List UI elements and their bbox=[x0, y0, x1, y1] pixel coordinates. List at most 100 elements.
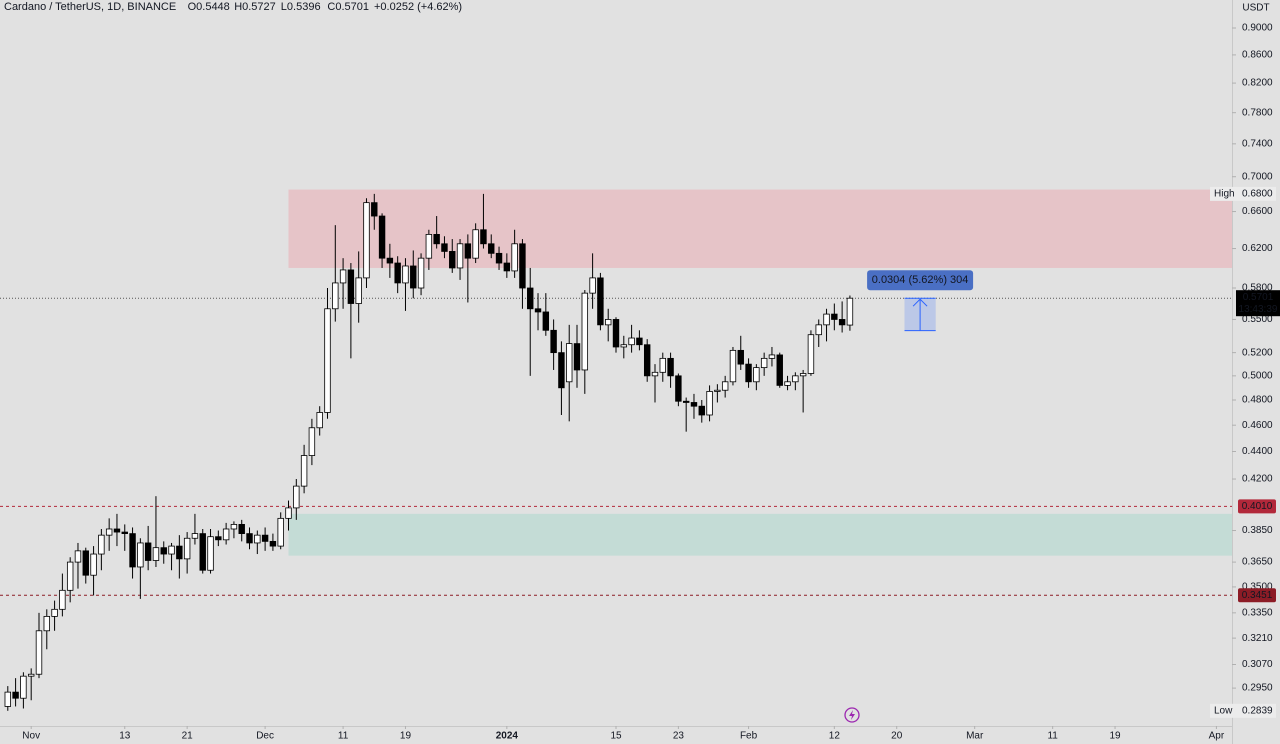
candle-body bbox=[558, 352, 565, 389]
y-tick-label: 0.4600 bbox=[1242, 420, 1273, 431]
x-tick-label: 12 bbox=[829, 731, 841, 742]
candle-body bbox=[550, 329, 557, 354]
candle-body bbox=[113, 528, 121, 533]
candle-body bbox=[456, 243, 464, 269]
chart-title: Cardano / TetherUS, 1D, BINANCE bbox=[4, 1, 176, 13]
candle-body bbox=[355, 277, 362, 304]
legend-value: O0.5448 bbox=[188, 1, 230, 13]
candle-body bbox=[20, 675, 27, 699]
candle-body bbox=[433, 233, 440, 245]
candle-body bbox=[636, 337, 643, 346]
candle-body bbox=[581, 292, 589, 371]
candle-body bbox=[269, 540, 277, 547]
x-tick-label: 19 bbox=[400, 731, 412, 742]
candle-body bbox=[597, 277, 604, 326]
candle-body bbox=[441, 243, 448, 252]
candle-body bbox=[721, 381, 729, 391]
candle-body bbox=[332, 282, 339, 310]
measure-label: 0.0304 (5.62%) 304 bbox=[872, 274, 969, 286]
y-tick-label: 0.5000 bbox=[1242, 370, 1273, 381]
x-tick-label: 20 bbox=[891, 731, 903, 742]
extreme-label: 0.2839 bbox=[1242, 705, 1273, 716]
candle-body bbox=[612, 319, 620, 348]
x-tick-label: Mar bbox=[966, 731, 984, 742]
candle-body bbox=[659, 357, 666, 373]
icon-bolt bbox=[849, 710, 855, 720]
candle-body bbox=[542, 311, 550, 331]
candle-body bbox=[628, 337, 635, 346]
candle-body bbox=[199, 533, 206, 571]
candle-body bbox=[168, 545, 175, 555]
y-tick-label: 0.3070 bbox=[1242, 659, 1273, 670]
candle-body bbox=[12, 691, 19, 699]
y-tick-label: 0.7000 bbox=[1242, 171, 1273, 182]
candle-body bbox=[573, 343, 581, 371]
legend-value: +0.0252 (+4.62%) bbox=[374, 1, 462, 13]
candle-body bbox=[347, 269, 355, 304]
candle-body bbox=[207, 536, 214, 571]
candle-body bbox=[651, 371, 659, 377]
candle-body bbox=[714, 389, 721, 392]
candle-body bbox=[152, 547, 160, 561]
candle-body bbox=[215, 536, 222, 541]
y-tick-label: 0.6200 bbox=[1242, 243, 1273, 254]
candle-body bbox=[675, 375, 682, 402]
candle-body bbox=[682, 400, 690, 403]
candle-body bbox=[706, 391, 713, 416]
candle-body bbox=[417, 257, 425, 289]
candle-body bbox=[410, 265, 417, 289]
y-tick-label: 0.4400 bbox=[1242, 446, 1273, 457]
candle-body bbox=[503, 262, 511, 272]
candle-body bbox=[43, 615, 50, 632]
y-tick-label: 0.7400 bbox=[1242, 138, 1273, 149]
candle-body bbox=[807, 334, 815, 374]
candle-body bbox=[59, 589, 66, 610]
x-tick-label: Feb bbox=[740, 731, 758, 742]
candle-body bbox=[137, 542, 144, 568]
candle-body bbox=[519, 243, 526, 289]
x-tick-label: 11 bbox=[1047, 731, 1058, 742]
x-tick-label: 19 bbox=[1109, 731, 1121, 742]
candle-body bbox=[643, 344, 651, 377]
extreme-name: High bbox=[1214, 189, 1235, 200]
x-tick-label: 2024 bbox=[496, 731, 519, 742]
x-tick-label: Nov bbox=[22, 731, 40, 742]
axis-unit: USDT bbox=[1242, 3, 1269, 14]
candle-body bbox=[316, 412, 323, 429]
y-tick-label: 0.4800 bbox=[1242, 395, 1273, 406]
candle-body bbox=[339, 269, 347, 284]
y-tick-label: 0.3850 bbox=[1242, 525, 1273, 536]
extreme-label: 0.6800 bbox=[1242, 189, 1273, 200]
candle-body bbox=[480, 229, 487, 245]
candle-body bbox=[105, 528, 113, 536]
candle-body bbox=[90, 553, 97, 576]
candle-body bbox=[160, 547, 167, 555]
candle-body bbox=[745, 363, 752, 383]
candle-body bbox=[846, 297, 854, 326]
candle-body bbox=[776, 354, 783, 386]
extreme-box bbox=[1210, 703, 1276, 718]
candle-body bbox=[230, 524, 238, 530]
legend-value: C0.5701 bbox=[327, 1, 369, 13]
candle-body bbox=[277, 517, 284, 547]
candle-body bbox=[815, 324, 822, 336]
candle-body bbox=[371, 202, 378, 217]
y-tick-label: 0.5500 bbox=[1242, 314, 1273, 325]
candle-body bbox=[402, 265, 409, 284]
y-tick-label: 0.4200 bbox=[1242, 474, 1273, 485]
candle-body bbox=[823, 313, 830, 326]
candle-body bbox=[66, 561, 74, 591]
x-tick-label: 23 bbox=[673, 731, 685, 742]
candle-body bbox=[527, 287, 534, 310]
candle-body bbox=[51, 608, 58, 617]
legend-value: L0.5396 bbox=[281, 1, 321, 13]
level-label-box bbox=[1238, 499, 1276, 514]
candle-body bbox=[176, 545, 183, 560]
candle-body bbox=[838, 319, 846, 326]
candle-body bbox=[394, 262, 401, 284]
candle-body bbox=[784, 381, 791, 386]
countdown-label: 13:43:39 bbox=[1239, 304, 1278, 315]
candle-body bbox=[324, 308, 331, 413]
x-tick-label: Dec bbox=[256, 731, 274, 742]
y-tick-label: 0.9000 bbox=[1242, 23, 1273, 34]
